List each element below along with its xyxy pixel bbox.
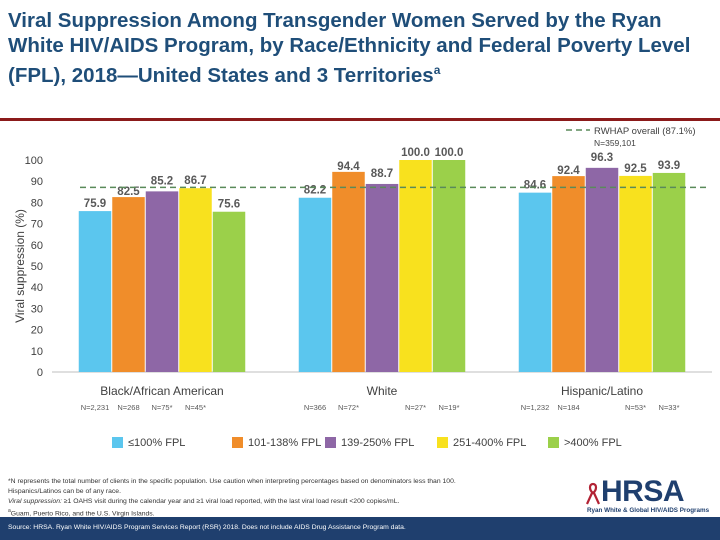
- n-label: N=27*: [405, 403, 426, 412]
- n-label: N=33*: [658, 403, 679, 412]
- legend-swatch: [437, 437, 448, 448]
- bar-value-label: 86.7: [184, 175, 206, 187]
- bar: [518, 192, 552, 372]
- bar: [179, 188, 212, 372]
- logo-subtitle: Ryan White & Global HIV/AIDS Programs: [587, 507, 710, 514]
- y-tick-label: 80: [31, 197, 43, 209]
- bar-value-label: 88.7: [371, 168, 393, 180]
- bar-value-label: 93.9: [658, 160, 680, 172]
- legend-swatch: [548, 437, 559, 448]
- legend-label: ≤100% FPL: [128, 437, 185, 449]
- source-note: Source: HRSA. Ryan White HIV/AIDS Progra…: [8, 524, 406, 531]
- bar-value-label: 100.0: [401, 147, 430, 159]
- category-labels: Black/African American White Hispanic/Lati…: [100, 384, 643, 398]
- bars: 75.9 82.5 85.2 86.7 75.6 82.2 94.4 88.7 100.0 100…: [78, 147, 686, 372]
- title-superscript: a: [433, 63, 441, 77]
- n-labels: N=2,231 N=268 N=75* N=45* N=366 N=72* N=27* N=1…: [81, 403, 680, 412]
- n-label: N=45*: [185, 403, 206, 412]
- reference-n: N=359,101: [594, 138, 636, 148]
- bar-value-label: 94.4: [337, 161, 360, 173]
- y-tick-label: 0: [37, 367, 43, 379]
- bar-value-label: 92.4: [557, 165, 580, 177]
- chart: 0 10 20 30 40 50 60 70 80 90 100 Viral suppression…: [13, 126, 712, 449]
- n-label: N=19*: [438, 403, 459, 412]
- footnote-n: *N represents the total number of client…: [8, 478, 456, 485]
- y-axis-label: Viral suppression (%): [13, 209, 27, 323]
- n-label: N=75*: [151, 403, 172, 412]
- legend-swatch: [232, 437, 243, 448]
- n-label: N=2,231: [81, 403, 110, 412]
- ribbon-icon: [585, 482, 601, 505]
- bar: [552, 176, 585, 372]
- logo-text: HRSA: [601, 475, 685, 508]
- y-tick-label: 70: [31, 219, 43, 231]
- bar: [112, 197, 145, 372]
- bar-value-label: 82.2: [304, 185, 326, 197]
- bar-value-label: 96.3: [591, 152, 613, 164]
- bar-value-label: 75.9: [84, 198, 106, 210]
- bar: [298, 197, 332, 372]
- legend-label: 251-400% FPL: [453, 437, 526, 449]
- legend-swatch: [112, 437, 123, 448]
- n-label: N=366: [304, 403, 326, 412]
- footnote-viral-suppression: Viral suppression: ≥1 OAHS visit during …: [8, 498, 399, 505]
- legend-label: >400% FPL: [564, 437, 622, 449]
- title-divider: [0, 118, 720, 121]
- bar-value-label: 82.5: [117, 186, 140, 198]
- n-label: N=1,232: [521, 403, 550, 412]
- category-label: White: [367, 384, 398, 398]
- bar-value-label: 84.6: [524, 180, 546, 192]
- y-tick-label: 20: [31, 325, 43, 337]
- footnote-vs-term: Viral suppression:: [8, 498, 62, 505]
- n-label: N=53*: [625, 403, 646, 412]
- bar: [619, 175, 652, 372]
- bar: [399, 160, 432, 372]
- bar: [212, 211, 246, 372]
- n-label: N=72*: [338, 403, 359, 412]
- legend-swatch: [325, 437, 336, 448]
- y-tick-label: 30: [31, 303, 43, 315]
- bar-value-label: 92.5: [624, 163, 647, 175]
- bar: [652, 172, 686, 372]
- legend-label: 139-250% FPL: [341, 437, 414, 449]
- bar-value-label: 85.2: [151, 175, 173, 187]
- footnote-vs-def: ≥1 OAHS visit during the calendar year a…: [61, 498, 400, 505]
- y-tick-label: 100: [25, 155, 43, 167]
- footnote-territories: aGuam, Puerto Rico, and the U.S. Virgin …: [8, 508, 155, 517]
- bar: [332, 171, 365, 372]
- footer-bar: Source: HRSA. Ryan White HIV/AIDS Progra…: [0, 517, 720, 540]
- footnote-territories-text: Guam, Puerto Rico, and the U.S. Virgin I…: [10, 510, 155, 518]
- y-tick-label: 90: [31, 176, 43, 188]
- y-tick-label: 50: [31, 261, 43, 273]
- legend-label: 101-138% FPL: [248, 437, 321, 449]
- bar: [365, 183, 399, 372]
- footnote-territories-mark: a: [8, 508, 11, 514]
- n-label: N=268: [117, 403, 139, 412]
- bar-value-label: 75.6: [218, 199, 240, 211]
- bar: [432, 160, 466, 372]
- bar: [78, 211, 112, 372]
- bar-value-label: 100.0: [435, 147, 464, 159]
- category-label: Black/African American: [100, 384, 223, 398]
- bar: [145, 191, 179, 372]
- bar: [585, 167, 619, 372]
- legend: ≤100% FPL 101-138% FPL 139-250% FPL 251-400…: [112, 437, 622, 449]
- y-tick-label: 10: [31, 346, 43, 358]
- n-label: N=184: [557, 403, 579, 412]
- page-title: Viral Suppression Among Transgender Wome…: [8, 9, 691, 87]
- hrsa-logo: HRSA Ryan White & Global HIV/AIDS Progra…: [585, 475, 715, 516]
- reference-label: RWHAP overall (87.1%): [594, 126, 696, 137]
- category-label: Hispanic/Latino: [561, 384, 643, 398]
- footnote-hispanic: Hispanics/Latinos can be of any race.: [8, 488, 121, 495]
- y-tick-label: 40: [31, 282, 43, 294]
- y-tick-label: 60: [31, 240, 43, 252]
